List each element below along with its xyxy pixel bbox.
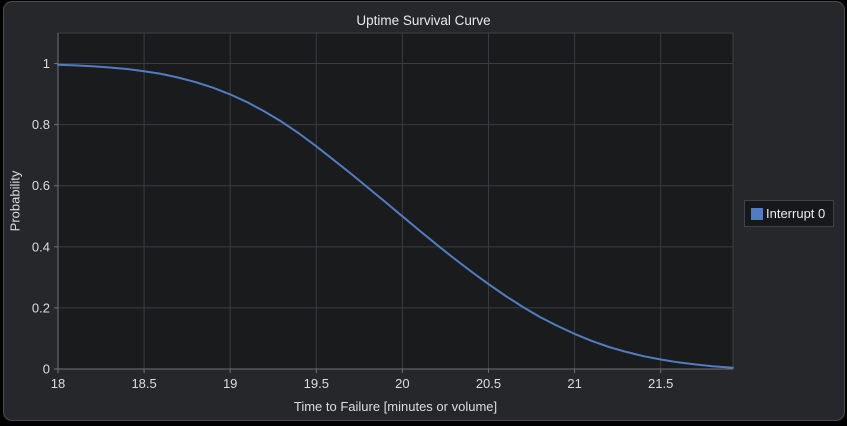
chart-title: Uptime Survival Curve [356, 13, 491, 28]
x-tick-label: 20 [395, 376, 409, 391]
chart-window: 18 18.5 19 19.5 20 20.5 21 21.5 0 0.2 0.4 0.6 0.8 1 U… [3, 1, 845, 421]
x-tick-label: 20.5 [476, 376, 501, 391]
y-axis-title: Probability [7, 170, 23, 232]
chart-canvas: 18 18.5 19 19.5 20 20.5 21 21.5 0 0.2 0.4 0.6 0.8 1 U… [3, 1, 845, 421]
legend-item-interrupt-0[interactable]: Interrupt 0 [751, 207, 825, 220]
y-tick-label: 1 [43, 56, 50, 71]
plot-background [58, 33, 733, 369]
y-tick-label: 0.2 [32, 300, 50, 315]
plot-canvas[interactable]: 18 18.5 19 19.5 20 20.5 21 21.5 0 0.2 0.4 0.6 0.8 1 [3, 1, 845, 421]
x-tick-label: 21.5 [648, 376, 673, 391]
y-tick-label: 0.8 [32, 117, 50, 132]
legend-label: Interrupt 0 [766, 206, 826, 221]
y-tick-label: 0.4 [32, 239, 50, 254]
series-line-interrupt-0 [57, 63, 734, 369]
x-tick-label: 18.5 [131, 376, 156, 391]
x-tick-label: 19.5 [304, 376, 329, 391]
legend: Interrupt 0 [744, 200, 835, 227]
y-tick-label: 0 [43, 362, 50, 377]
x-tick-label: 18 [51, 376, 65, 391]
y-tick-label: 0.6 [32, 178, 50, 193]
x-tick-label: 19 [223, 376, 237, 391]
x-tick-label: 21 [567, 376, 581, 391]
x-axis-title: Time to Failure [minutes or volume] [293, 399, 498, 414]
legend-swatch [751, 207, 763, 220]
